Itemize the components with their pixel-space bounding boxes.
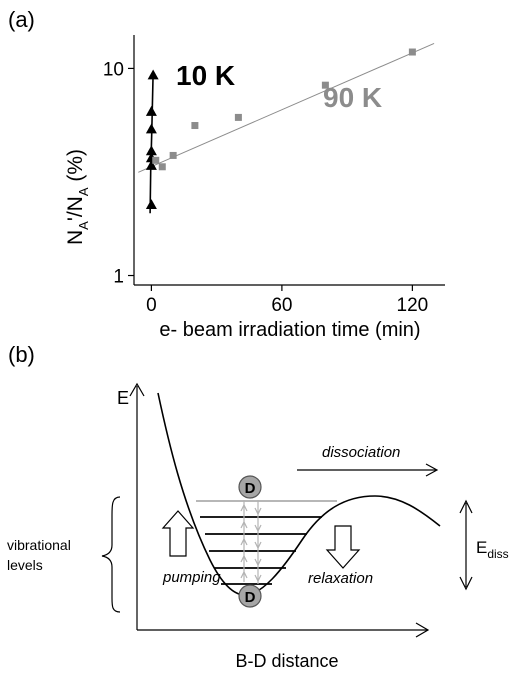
pumping-arrow-icon <box>161 510 195 557</box>
series-label-10k: 10 K <box>176 60 235 91</box>
relaxation-label: relaxation <box>308 570 373 587</box>
vibrational-label-line2: levels <box>7 557 43 573</box>
y-tick-label: 1 <box>113 267 124 288</box>
dissociation-arrowhead <box>425 463 439 477</box>
data-point-10k <box>147 69 159 80</box>
panel-a-label: (a) <box>8 7 35 32</box>
vibrational-levels-brace <box>101 496 121 613</box>
atom-label-top: D <box>245 480 256 497</box>
deuterium-atom-top-icon <box>238 475 262 499</box>
y-tick-label: 10 <box>103 59 124 80</box>
data-point-90k <box>234 113 242 121</box>
data-point-90k <box>152 156 160 164</box>
ediss-arrowhead-top <box>459 499 473 514</box>
y-axis-label: NA'/NA (%) <box>64 149 91 245</box>
data-point-10k <box>145 105 157 116</box>
potential-energy-curve <box>157 392 441 596</box>
dissociation-label: dissociation <box>322 444 400 461</box>
plot-area-a: 0 60 120 1 10 <box>103 35 445 316</box>
pumping-label: pumping <box>162 569 221 586</box>
deuterium-atom-bottom-icon <box>238 584 262 608</box>
transition-arrows <box>240 500 262 584</box>
energy-axis-arrowhead <box>129 382 145 397</box>
data-point-10k <box>145 123 157 134</box>
x-axis-label: e- beam irradiation time (min) <box>159 319 420 341</box>
atom-label-bottom: D <box>245 589 256 606</box>
relaxation-arrow-icon <box>325 525 361 569</box>
fit-line-10k <box>149 73 154 214</box>
ediss-label: Ediss <box>476 538 509 561</box>
energy-axis-label: E <box>117 388 129 408</box>
x-tick-label: 0 <box>146 295 157 316</box>
ediss-arrowhead-bottom <box>459 576 473 591</box>
distance-axis-label: B-D distance <box>235 651 338 671</box>
distance-axis-arrowhead <box>415 622 430 638</box>
data-point-90k <box>191 122 199 130</box>
panel-b-label: (b) <box>8 342 35 367</box>
data-point-10k <box>145 159 157 170</box>
series-label-90k: 90 K <box>323 82 382 113</box>
data-point-90k <box>408 48 416 56</box>
data-point-90k <box>321 81 329 89</box>
vibrational-label-line1: vibrational <box>7 537 71 553</box>
data-point-10k <box>145 199 157 210</box>
data-point-90k <box>169 151 177 159</box>
data-point-10k <box>145 145 157 156</box>
x-tick-label: 60 <box>271 295 292 316</box>
x-tick-label: 120 <box>397 295 429 316</box>
fit-line-90k <box>138 42 435 173</box>
data-point-90k <box>158 163 166 171</box>
